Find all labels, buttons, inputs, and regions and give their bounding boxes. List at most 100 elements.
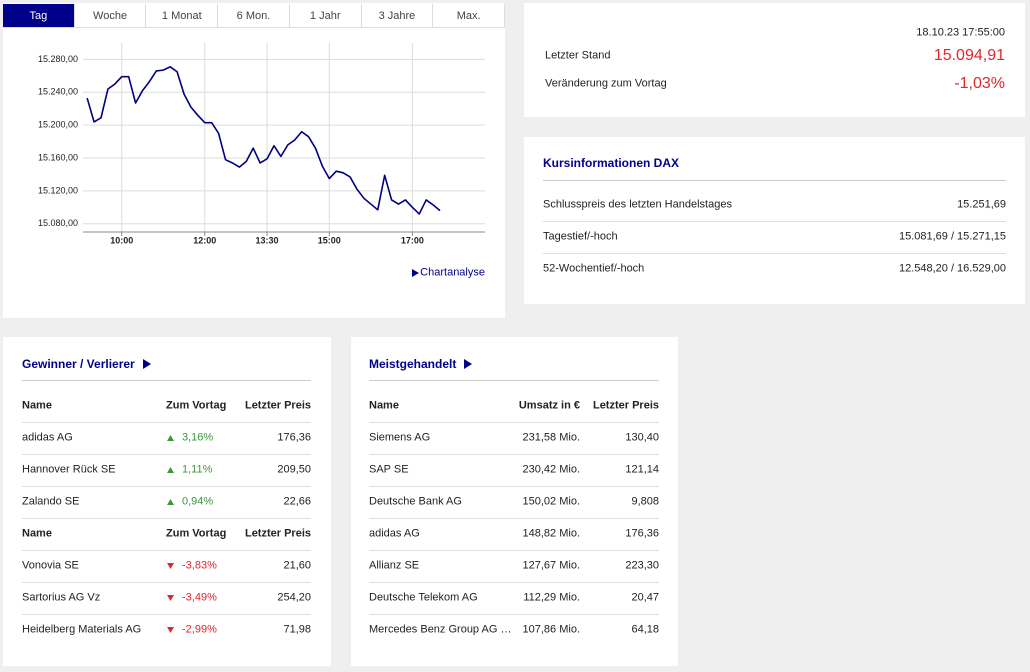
separator — [543, 253, 1006, 254]
header: Zum Vortag — [166, 527, 227, 540]
info-title: Kursinformationen DAX — [543, 156, 680, 170]
tab[interactable]: 6 Mon. — [218, 4, 290, 28]
separator — [369, 550, 659, 551]
last-label: Letzter Stand — [545, 49, 611, 62]
change-label: Veränderung zum Vortag — [545, 77, 667, 90]
stock-name[interactable]: Vonovia SE — [22, 559, 79, 572]
change: -2,99% — [182, 623, 217, 636]
trend-arrow — [167, 563, 174, 569]
trend-arrow — [167, 595, 174, 601]
y-tick-label: 15.200,00 — [38, 120, 78, 130]
most-traded-panel — [351, 337, 678, 666]
price: 223,30 — [625, 559, 659, 572]
separator — [369, 614, 659, 615]
stock-name[interactable]: Zalando SE — [22, 495, 80, 508]
price: 22,66 — [283, 495, 311, 508]
stock-name[interactable]: Deutsche Bank AG — [369, 495, 462, 508]
tab[interactable]: Max. — [433, 4, 505, 28]
separator — [369, 582, 659, 583]
stock-name[interactable]: SAP SE — [369, 463, 409, 476]
trend-arrow — [167, 467, 174, 473]
stock-name[interactable]: Sartorius AG Vz — [22, 591, 101, 604]
price-line — [86, 66, 441, 215]
trend-arrow — [167, 467, 174, 473]
change: 3,16% — [182, 431, 214, 444]
trend-arrow — [167, 595, 174, 601]
tab[interactable]: 1 Jahr — [289, 4, 362, 28]
movers-panel — [3, 337, 331, 666]
header: Letzter Preis — [244, 399, 311, 412]
turnover: 107,86 Mio. — [522, 623, 580, 636]
stock-name[interactable]: Allianz SE — [369, 559, 420, 572]
trend-arrow — [167, 627, 174, 633]
change: 0,94% — [182, 495, 214, 508]
tab[interactable]: Woche — [74, 4, 147, 28]
trend-arrow — [167, 435, 174, 441]
change: -3,83% — [182, 559, 217, 572]
header: Umsatz in € — [518, 399, 580, 412]
timestamp: 18.10.23 17:55:00 — [916, 26, 1005, 39]
price: 130,40 — [625, 431, 659, 444]
turnover: 230,42 Mio. — [522, 463, 580, 476]
most-traded-title[interactable]: Meistgehandelt — [369, 357, 457, 371]
chart-panel — [3, 3, 505, 318]
separator — [543, 221, 1006, 222]
x-tick-label: 10:00 — [110, 235, 133, 245]
price: 64,18 — [631, 623, 659, 636]
trend-arrow — [167, 499, 174, 505]
x-tick-label: 12:00 — [193, 235, 216, 245]
stock-name[interactable]: Siemens AG — [369, 431, 431, 444]
x-tick-label: 17:00 — [401, 235, 424, 245]
price: 21,60 — [283, 559, 311, 572]
separator — [22, 380, 311, 381]
separator — [369, 380, 659, 381]
x-tick-label: 13:30 — [256, 235, 279, 245]
price: 71,98 — [283, 623, 311, 636]
link-arrow — [412, 269, 419, 277]
stock-name[interactable]: adidas AG — [22, 431, 73, 444]
separator — [369, 486, 659, 487]
trend-arrow — [167, 563, 174, 569]
turnover: 127,67 Mio. — [522, 559, 580, 572]
stock-name[interactable]: Deutsche Telekom AG — [369, 591, 478, 604]
separator — [369, 422, 659, 423]
info-value: 15.081,69 / 15.271,15 — [898, 230, 1006, 243]
stock-name[interactable]: Mercedes Benz Group AG … — [369, 623, 512, 636]
price: 9,808 — [631, 495, 659, 508]
y-tick-label: 15.120,00 — [38, 185, 78, 195]
separator — [22, 486, 311, 487]
trend-arrow — [167, 435, 174, 441]
trend-arrow — [167, 499, 174, 505]
info-panel — [524, 137, 1025, 304]
movers-title[interactable]: Gewinner / Verlierer — [22, 357, 135, 371]
separator — [369, 518, 659, 519]
stock-name[interactable]: Hannover Rück SE — [22, 463, 116, 476]
trend-arrow — [167, 627, 174, 633]
turnover: 150,02 Mio. — [522, 495, 580, 508]
y-tick-label: 15.160,00 — [38, 152, 78, 162]
turnover: 112,29 Mio. — [523, 591, 580, 604]
info-label: Schlusspreis des letzten Handelstages — [543, 198, 732, 211]
chart-link[interactable]: Chartanalyse — [420, 266, 485, 279]
turnover: 231,58 Mio. — [522, 431, 580, 444]
header: Name — [22, 399, 52, 412]
tab[interactable]: Tag — [3, 4, 75, 28]
chart: 15.080,00 15.120,00 15.160,00 15.200,00 15.2… — [38, 43, 485, 277]
stock-name[interactable]: adidas AG — [369, 527, 420, 540]
info-label: 52-Wochentief/-hoch — [543, 262, 645, 275]
price: 209,50 — [277, 463, 311, 476]
tab[interactable]: 3 Jahre — [361, 4, 434, 28]
separator — [22, 518, 311, 519]
tab[interactable]: 1 Monat — [146, 4, 219, 28]
change-value: -1,03% — [954, 75, 1005, 92]
stock-name[interactable]: Heidelberg Materials AG — [22, 623, 142, 636]
separator — [369, 454, 659, 455]
price: 254,20 — [277, 591, 311, 604]
y-tick-label: 15.280,00 — [38, 54, 78, 64]
separator — [22, 614, 311, 615]
header: Letzter Preis — [592, 399, 659, 412]
info-value: 12.548,20 / 16.529,00 — [898, 262, 1006, 275]
separator — [22, 550, 311, 551]
change: -3,49% — [182, 591, 217, 604]
